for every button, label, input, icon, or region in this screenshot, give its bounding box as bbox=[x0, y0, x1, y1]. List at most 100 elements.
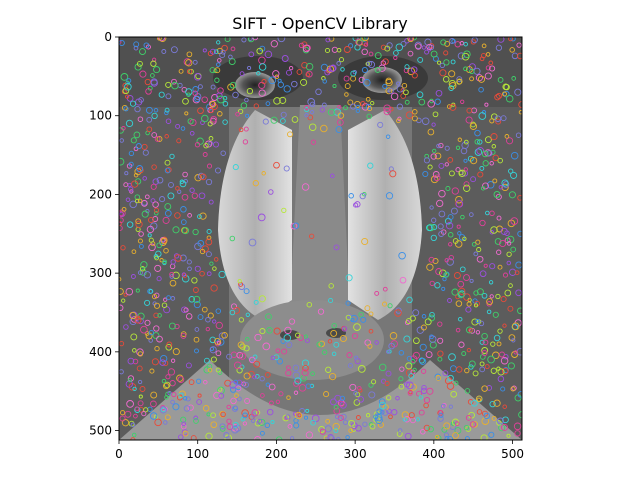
keypoint bbox=[407, 67, 416, 76]
keypoint bbox=[125, 380, 133, 388]
keypoint bbox=[464, 388, 471, 394]
keypoint bbox=[196, 399, 202, 405]
keypoint bbox=[212, 266, 217, 271]
keypoint bbox=[337, 119, 344, 126]
keypoint bbox=[199, 248, 206, 255]
keypoint bbox=[194, 265, 201, 272]
keypoint bbox=[217, 111, 223, 117]
keypoint bbox=[266, 408, 274, 416]
keypoint bbox=[469, 122, 478, 130]
keypoint bbox=[210, 284, 218, 292]
keypoint bbox=[427, 128, 435, 136]
keypoint bbox=[443, 272, 450, 278]
keypoint bbox=[485, 52, 491, 57]
keypoint bbox=[299, 408, 306, 414]
keypoint bbox=[174, 212, 181, 219]
keypoint bbox=[482, 160, 489, 167]
keypoint bbox=[404, 99, 410, 105]
keypoint bbox=[286, 395, 291, 400]
keypoint bbox=[508, 168, 514, 174]
keypoint bbox=[316, 341, 323, 348]
keypoint bbox=[443, 422, 451, 430]
keypoint bbox=[156, 335, 163, 343]
keypoint bbox=[463, 66, 468, 72]
keypoint bbox=[410, 359, 416, 365]
keypoint bbox=[508, 37, 514, 42]
keypoint bbox=[404, 320, 410, 326]
keypoint bbox=[245, 113, 250, 118]
keypoint bbox=[475, 330, 481, 335]
keypoint bbox=[152, 216, 159, 222]
keypoint bbox=[141, 411, 147, 417]
keypoint bbox=[328, 65, 336, 73]
keypoint bbox=[184, 111, 189, 116]
keypoint bbox=[502, 83, 509, 91]
keypoint bbox=[207, 121, 213, 127]
keypoint bbox=[150, 400, 157, 408]
keypoint bbox=[456, 78, 463, 85]
keypoint bbox=[170, 46, 178, 54]
keypoint bbox=[405, 111, 414, 119]
keypoint bbox=[249, 356, 256, 364]
keypoint bbox=[197, 393, 202, 398]
keypoint bbox=[161, 378, 167, 384]
keypoint bbox=[119, 217, 124, 224]
keypoint bbox=[350, 317, 355, 322]
keypoint bbox=[128, 186, 134, 192]
keypoint bbox=[483, 263, 488, 268]
keypoint bbox=[301, 369, 309, 377]
keypoint bbox=[303, 334, 309, 339]
keypoint bbox=[305, 72, 310, 77]
keypoint bbox=[217, 387, 223, 392]
keypoint bbox=[365, 413, 371, 418]
keypoint bbox=[243, 126, 249, 132]
keypoint bbox=[154, 418, 162, 427]
keypoint bbox=[353, 202, 359, 208]
keypoint bbox=[213, 391, 221, 400]
keypoint bbox=[502, 404, 507, 409]
keypoint bbox=[479, 339, 485, 345]
keypoint bbox=[203, 143, 209, 149]
keypoint bbox=[435, 268, 443, 276]
keypoint bbox=[459, 266, 466, 273]
keypoint bbox=[310, 371, 315, 377]
keypoint bbox=[492, 351, 500, 360]
keypoint bbox=[429, 205, 434, 210]
keypoint bbox=[421, 314, 427, 319]
keypoint bbox=[355, 38, 363, 46]
keypoint bbox=[153, 325, 160, 332]
keypoint bbox=[438, 142, 444, 149]
keypoint bbox=[119, 210, 124, 217]
keypoint bbox=[203, 366, 211, 374]
keypoint bbox=[309, 233, 315, 239]
keypoint bbox=[497, 368, 505, 376]
keypoint bbox=[434, 98, 441, 105]
keypoint bbox=[152, 178, 160, 185]
keypoint bbox=[139, 268, 147, 276]
keypoint bbox=[457, 316, 463, 322]
keypoint bbox=[133, 45, 139, 51]
keypoint bbox=[181, 193, 189, 201]
keypoint bbox=[324, 425, 332, 433]
keypoint bbox=[390, 92, 399, 101]
keypoint bbox=[130, 333, 138, 341]
keypoint bbox=[321, 349, 328, 356]
keypoint bbox=[216, 62, 221, 67]
keypoint bbox=[374, 52, 382, 60]
keypoint bbox=[324, 47, 331, 54]
keypoint bbox=[471, 421, 479, 428]
keypoint bbox=[450, 390, 458, 398]
keypoint bbox=[141, 143, 148, 150]
keypoint bbox=[296, 69, 303, 75]
keypoint bbox=[284, 326, 292, 335]
keypoint bbox=[142, 149, 149, 156]
keypoint bbox=[481, 347, 489, 354]
keypoint bbox=[476, 409, 483, 415]
keypoint bbox=[288, 318, 296, 325]
keypoint bbox=[251, 412, 257, 418]
keypoint bbox=[423, 424, 431, 432]
keypoint bbox=[437, 321, 443, 327]
keypoint bbox=[134, 105, 141, 113]
keypoint bbox=[518, 110, 522, 115]
keypoint bbox=[422, 170, 429, 178]
